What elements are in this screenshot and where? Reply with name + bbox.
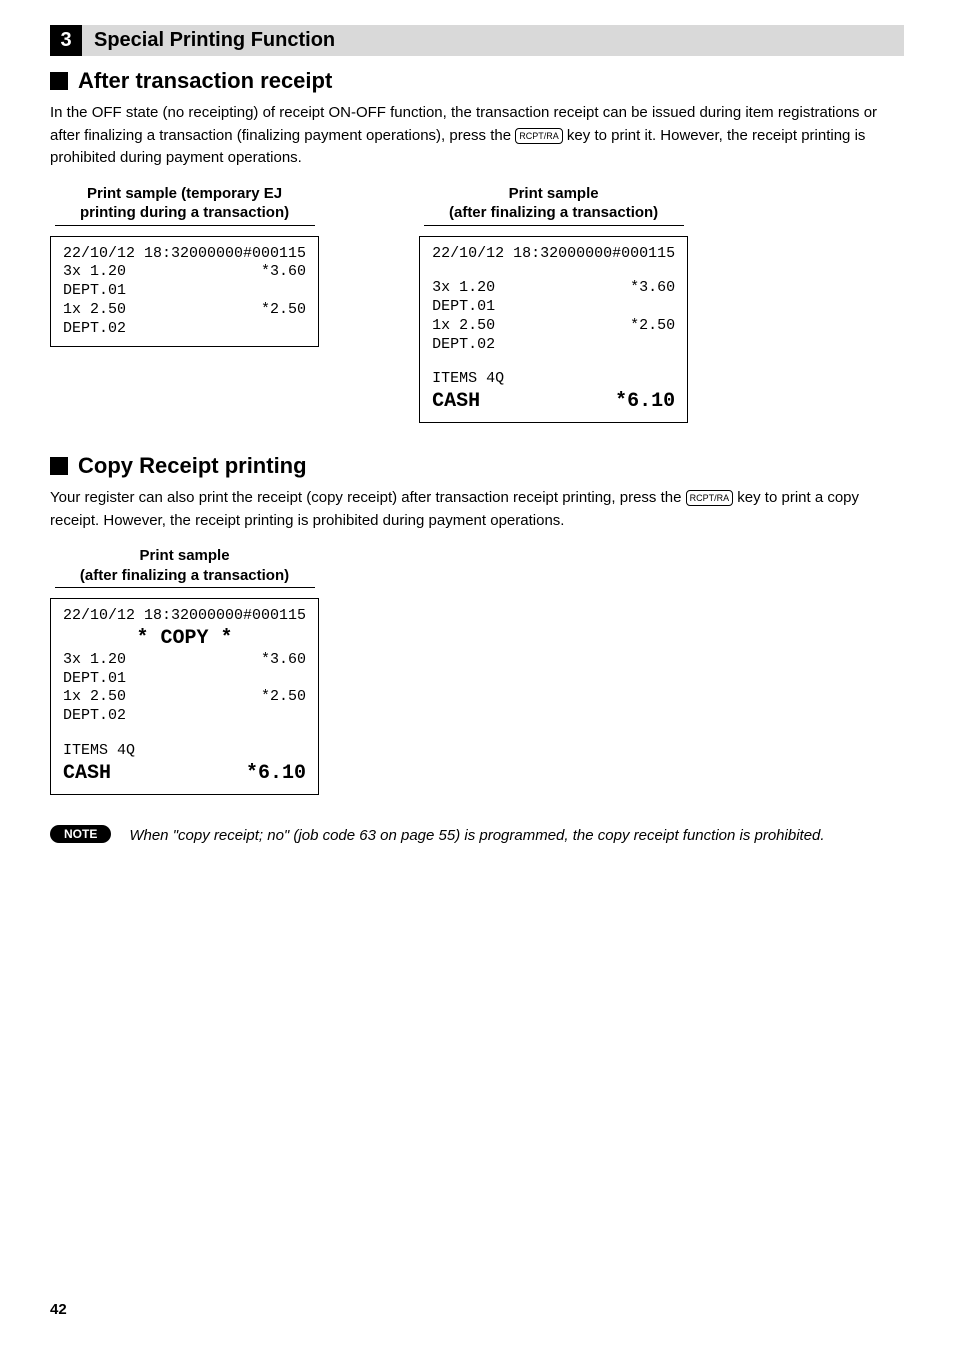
- r2-r: *3.60: [261, 651, 306, 670]
- r7-l: CASH: [63, 761, 111, 786]
- r4-r: *2.50: [261, 688, 306, 707]
- r7-r: *6.10: [246, 761, 306, 786]
- samples-row-1: Print sample (temporary EJ printing duri…: [50, 184, 904, 424]
- note-text: When "copy receipt; no" (job code 63 on …: [129, 825, 824, 846]
- paragraph-copy-receipt: Your register can also print the receipt…: [50, 487, 904, 532]
- receipt-temporary-ej: 22/10/12 18:32000000#000115 3x 1.20 *3.60…: [50, 236, 319, 348]
- subsection-title-text: Copy Receipt printing: [78, 453, 307, 479]
- sample-right: Print sample (after finalizing a transac…: [419, 184, 688, 424]
- r2-r: *3.60: [630, 279, 675, 298]
- r2-l: 3x 1.20: [432, 279, 495, 298]
- receipt-copy: 22/10/12 18:32000000#000115 * COPY * 3x …: [50, 598, 319, 795]
- subsection-title-text: After transaction receipt: [78, 68, 332, 94]
- note-row: NOTE When "copy receipt; no" (job code 6…: [50, 825, 904, 846]
- r2-l: 3x 1.20: [63, 263, 126, 282]
- sample-left: Print sample (temporary EJ printing duri…: [50, 184, 319, 424]
- r2-l: 3x 1.20: [63, 651, 126, 670]
- sample-copy: Print sample (after finalizing a transac…: [50, 546, 319, 795]
- r6-l: ITEMS 4Q: [432, 370, 504, 389]
- r5-l: DEPT.02: [432, 336, 495, 355]
- r2-r: *3.60: [261, 263, 306, 282]
- r6-l: ITEMS 4Q: [63, 742, 135, 761]
- r4-r: *2.50: [630, 317, 675, 336]
- sample-copy-heading: Print sample (after finalizing a transac…: [55, 546, 315, 588]
- r1-r: 000000#000115: [189, 607, 306, 626]
- r4-l: 1x 2.50: [63, 301, 126, 320]
- r1-l: 22/10/12 18:32: [63, 607, 189, 626]
- r1-l: 22/10/12 18:32: [63, 245, 189, 264]
- r3-l: DEPT.01: [63, 670, 126, 689]
- r5-l: DEPT.02: [63, 707, 126, 726]
- sample-right-heading: Print sample (after finalizing a transac…: [424, 184, 684, 226]
- rcptra-key-icon: RCPT/RA: [515, 128, 563, 144]
- r4-r: *2.50: [261, 301, 306, 320]
- r3-l: DEPT.01: [432, 298, 495, 317]
- note-badge: NOTE: [50, 825, 111, 843]
- r1-r: 000000#000115: [189, 245, 306, 264]
- paragraph-after-transaction: In the OFF state (no receipting) of rece…: [50, 102, 904, 170]
- r5-l: DEPT.02: [63, 320, 126, 339]
- section-number: 3: [50, 25, 82, 56]
- page-number: 42: [50, 1301, 67, 1318]
- samples-row-2: Print sample (after finalizing a transac…: [50, 546, 904, 795]
- rcptra-key-icon: RCPT/RA: [686, 490, 734, 506]
- r4-l: 1x 2.50: [63, 688, 126, 707]
- r1-r: 000000#000115: [558, 245, 675, 264]
- subsection-copy-receipt: Copy Receipt printing: [50, 453, 904, 479]
- para-text-a: Your register can also print the receipt…: [50, 489, 686, 506]
- r1-l: 22/10/12 18:32: [432, 245, 558, 264]
- r4-l: 1x 2.50: [432, 317, 495, 336]
- sample-left-heading: Print sample (temporary EJ printing duri…: [55, 184, 315, 226]
- r7-l: CASH: [432, 389, 480, 414]
- subsection-after-transaction: After transaction receipt: [50, 68, 904, 94]
- r7-r: *6.10: [615, 389, 675, 414]
- section-title: Special Printing Function: [82, 25, 904, 56]
- r3-l: DEPT.01: [63, 282, 126, 301]
- copy-line: * COPY *: [63, 626, 306, 651]
- receipt-after-finalizing: 22/10/12 18:32000000#000115 3x 1.20 *3.60…: [419, 236, 688, 424]
- section-header: 3 Special Printing Function: [50, 25, 904, 56]
